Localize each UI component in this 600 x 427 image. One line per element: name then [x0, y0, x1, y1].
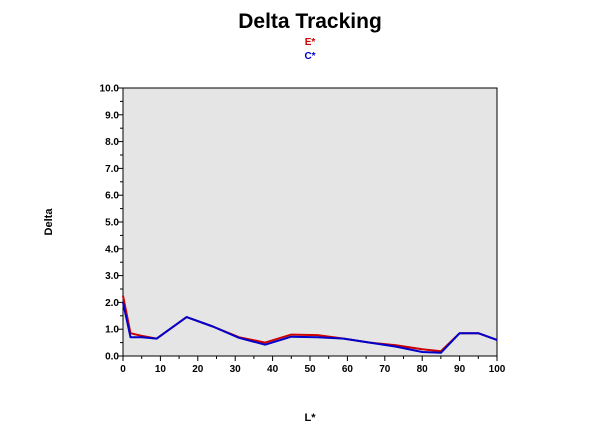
y-tick-label: 0.0 [105, 352, 119, 363]
x-tick-label: 90 [454, 364, 466, 375]
y-tick-label: 7.0 [105, 164, 119, 175]
x-tick-label: 60 [342, 364, 354, 375]
x-tick-label: 50 [304, 364, 316, 375]
x-axis: 0 10 20 30 40 50 60 70 80 90 100 [120, 356, 506, 375]
series-line-c [122, 302, 498, 354]
x-tick-label: 70 [379, 364, 391, 375]
x-tick-label: 10 [155, 364, 167, 375]
x-tick-label: 30 [230, 364, 242, 375]
y-tick-label: 6.0 [105, 191, 119, 202]
x-tick-label: 20 [192, 364, 204, 375]
legend-entry-e: E* [305, 37, 316, 48]
x-tick-label: 0 [120, 364, 126, 375]
y-tick-label: 10.0 [100, 84, 120, 95]
plot-area [122, 87, 498, 357]
y-axis: 0.0 1.0 2.0 3.0 4.0 5.0 6.0 7.0 8.0 9.0 10.0 [100, 84, 123, 363]
y-tick-label: 9.0 [105, 110, 119, 121]
y-tick-label: 1.0 [105, 325, 119, 336]
series-lines [122, 295, 498, 354]
y-tick-label: 8.0 [105, 137, 119, 148]
y-tick-label: 3.0 [105, 271, 119, 282]
x-axis-label: L* [305, 412, 317, 424]
y-tick-label: 5.0 [105, 218, 119, 229]
x-tick-label: 40 [267, 364, 279, 375]
legend-entry-c: C* [304, 51, 315, 62]
x-tick-label: 100 [489, 364, 506, 375]
y-axis-label: Delta [43, 208, 55, 236]
y-tick-label: 2.0 [105, 298, 119, 309]
x-tick-label: 80 [417, 364, 429, 375]
chart-title: Delta Tracking [238, 10, 382, 33]
y-tick-label: 4.0 [105, 244, 119, 255]
